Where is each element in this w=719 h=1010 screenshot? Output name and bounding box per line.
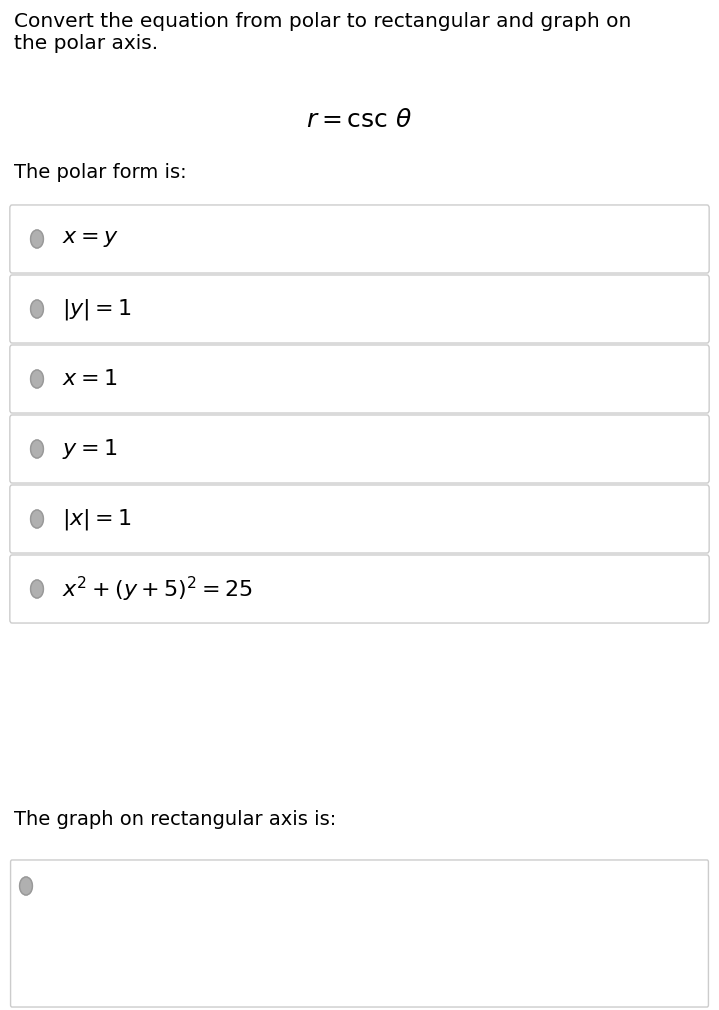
Text: $x = 1$: $x = 1$ (62, 369, 117, 389)
Text: The polar form is:: The polar form is: (14, 163, 187, 182)
Text: $|x| = 1$: $|x| = 1$ (62, 506, 132, 531)
Text: $|y| = 1$: $|y| = 1$ (62, 297, 132, 321)
Text: $x = y$: $x = y$ (62, 229, 119, 249)
Text: 6: 6 (364, 905, 372, 917)
Text: $x^2 + (y+5)^2 = 25$: $x^2 + (y+5)^2 = 25$ (62, 575, 253, 604)
Text: $r = \csc\,\theta$: $r = \csc\,\theta$ (306, 108, 413, 132)
Text: $y = 1$: $y = 1$ (62, 437, 117, 461)
Text: Convert the equation from polar to rectangular and graph on
the polar axis.: Convert the equation from polar to recta… (14, 12, 631, 53)
Text: The graph on rectangular axis is:: The graph on rectangular axis is: (14, 810, 336, 829)
